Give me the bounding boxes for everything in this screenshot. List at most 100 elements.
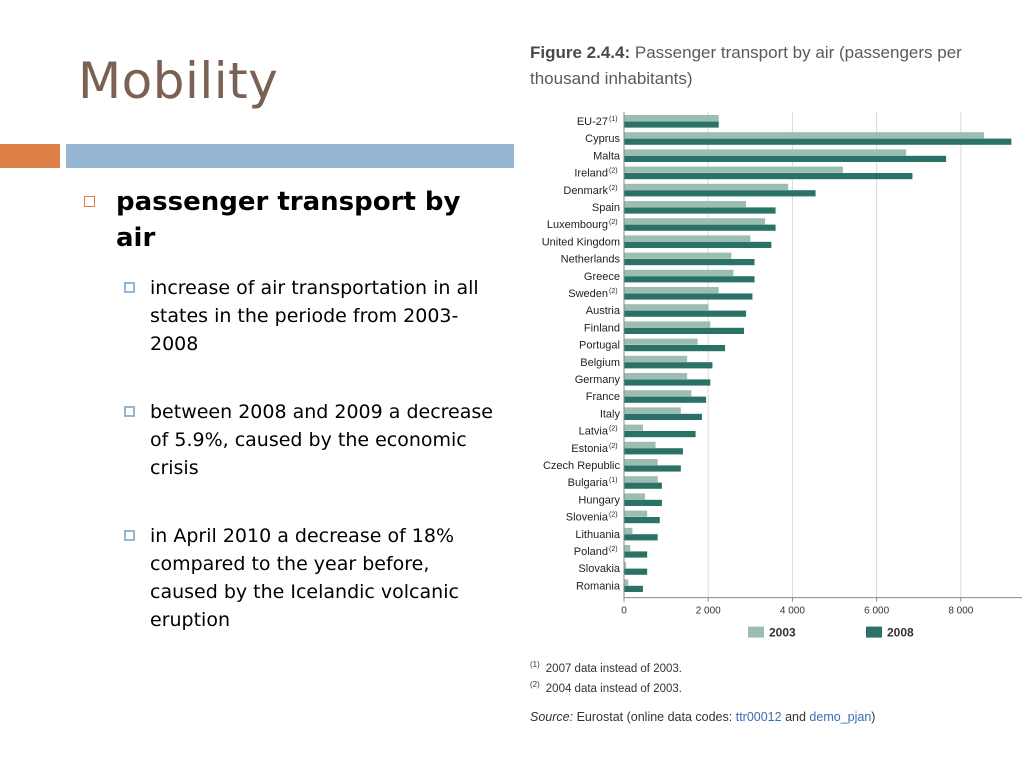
bar-2008: [624, 379, 711, 386]
bar-2003: [624, 545, 631, 552]
bar-2008: [624, 362, 713, 369]
figure-title-text: Passenger transport by air (passengers p…: [530, 43, 962, 88]
category-label: Germany: [575, 374, 621, 386]
bar-2008: [624, 207, 776, 214]
bar-2003: [624, 476, 658, 483]
bar-2008: [624, 551, 648, 558]
subbullet-text: increase of air transportation in all st…: [150, 277, 479, 355]
subbullet-item: increase of air transportation in all st…: [80, 274, 510, 358]
bar-2008: [624, 465, 681, 472]
x-tick-label: 0: [621, 606, 627, 617]
bar-2003: [624, 510, 648, 517]
source-line: Source: Eurostat (online data codes: ttr…: [530, 709, 1010, 725]
bar-2008: [624, 585, 643, 592]
category-label: Portugal: [579, 340, 620, 352]
category-label: EU-27: [577, 116, 608, 128]
bar-2008: [624, 241, 772, 248]
footnote-1: (1) 2007 data instead of 2003.: [530, 657, 1010, 677]
bar-2003: [624, 321, 711, 328]
category-label: Cyprus: [585, 133, 620, 145]
footnote-2: (2) 2004 data instead of 2003.: [530, 677, 1010, 697]
category-label: Denmark: [563, 185, 608, 197]
figure-title: Figure 2.4.4: Passenger transport by air…: [530, 40, 1010, 92]
category-label: Slovenia: [566, 512, 609, 524]
bar-2003: [624, 149, 907, 156]
accent-bar-orange: [0, 144, 60, 168]
bar-2008: [624, 517, 660, 524]
square-bullet-icon: [124, 406, 135, 417]
category-label: Spain: [592, 202, 620, 214]
category-label: Austria: [586, 305, 621, 317]
category-note: (2): [609, 168, 618, 175]
bar-2008: [624, 413, 702, 420]
bar-2008: [624, 345, 726, 352]
category-label: Luxembourg: [547, 219, 608, 231]
subbullet-item: in April 2010 a decrease of 18% compared…: [80, 522, 510, 634]
bar-2003: [624, 424, 643, 431]
figure-number: Figure 2.4.4:: [530, 43, 631, 62]
x-tick-label: 4 000: [780, 606, 805, 617]
bar-2008: [624, 448, 683, 455]
subbullet-list: increase of air transportation in all st…: [80, 274, 510, 634]
bar-2003: [624, 562, 627, 569]
bar-2003: [624, 373, 688, 380]
category-label: Romania: [576, 580, 621, 592]
bar-2003: [624, 166, 843, 173]
bar-2003: [624, 304, 709, 311]
category-label: Poland: [574, 546, 608, 558]
category-label: Bulgaria: [568, 477, 609, 489]
source-link-ttr00012[interactable]: ttr00012: [735, 709, 782, 724]
bar-2008: [624, 138, 1012, 145]
category-label: Latvia: [579, 426, 609, 438]
source-and: and: [785, 709, 806, 724]
bar-2008: [624, 534, 658, 541]
footnote-text: 2007 data instead of 2003.: [545, 662, 682, 675]
figure-notes: (1) 2007 data instead of 2003. (2) 2004 da…: [530, 657, 1010, 725]
square-bullet-icon: [124, 530, 135, 541]
bar-2003: [624, 235, 751, 242]
category-label: Lithuania: [575, 529, 621, 541]
category-label: Belgium: [580, 357, 620, 369]
bar-2003: [624, 390, 692, 397]
bullet-list: passenger transport by air increase of a…: [80, 184, 510, 634]
bar-2008: [624, 327, 744, 334]
bar-2008: [624, 482, 662, 489]
x-tick-label: 6 000: [864, 606, 889, 617]
bar-2003: [624, 218, 766, 225]
bar-2008: [624, 121, 719, 128]
hollow-square-bullet-icon: [84, 196, 95, 207]
bar-2003: [624, 459, 658, 466]
legend-label-2008: 2008: [887, 626, 914, 640]
category-label: Slovakia: [578, 563, 620, 575]
bar-2003: [624, 493, 646, 500]
source-link-demo-pjan[interactable]: demo_pjan: [809, 709, 872, 724]
bar-2008: [624, 499, 662, 506]
source-label: Source:: [530, 709, 574, 724]
legend-label-2003: 2003: [769, 626, 796, 640]
category-label: Hungary: [578, 494, 620, 506]
category-note: (2): [609, 185, 618, 192]
category-label: Estonia: [571, 443, 609, 455]
category-label: Greece: [584, 271, 620, 283]
category-note: (2): [609, 219, 618, 226]
bar-2003: [624, 407, 681, 414]
bar-2003: [624, 201, 747, 208]
category-note: (1): [609, 477, 618, 484]
category-label: Finland: [584, 322, 620, 334]
category-note: (2): [609, 512, 618, 519]
category-note: (2): [609, 546, 618, 553]
category-label: United Kingdom: [542, 236, 620, 248]
bar-2003: [624, 183, 789, 190]
bar-2008: [624, 310, 747, 317]
bar-2003: [624, 579, 629, 586]
bar-2008: [624, 190, 816, 197]
bar-2003: [624, 287, 719, 294]
category-note: (1): [609, 116, 618, 123]
legend-swatch-2003: [748, 626, 764, 638]
category-label: France: [586, 391, 620, 403]
footnote-mark: (1): [530, 660, 540, 669]
bar-2003: [624, 132, 984, 139]
source-text: Eurostat (online data codes:: [576, 709, 733, 724]
bar-2008: [624, 293, 753, 300]
